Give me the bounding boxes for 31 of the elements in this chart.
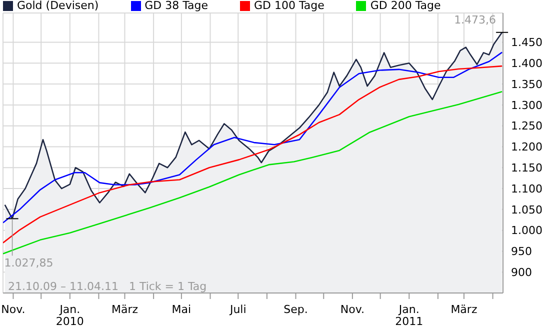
y-tick-label: 1.000 <box>511 224 542 238</box>
x-tick-label: März <box>111 303 138 316</box>
x-tick-label: Jan. 2010 <box>56 303 84 327</box>
y-tick-label: 1.100 <box>511 182 542 196</box>
x-tick-label: Nov. <box>340 303 365 316</box>
y-tick-label: 1.050 <box>511 203 542 216</box>
annotation: 1.473,6 <box>454 13 496 26</box>
y-tick-label: 1.200 <box>511 140 542 154</box>
legend-label: GD 38 Tage <box>144 0 208 12</box>
x-tick-label: Juli <box>228 303 246 316</box>
y-tick-label: 950 <box>511 245 532 258</box>
y-tick-label: 1.250 <box>511 120 542 133</box>
legend-label: GD 200 Tage <box>370 0 441 12</box>
x-tick-label: Sep. <box>284 303 308 316</box>
annotation: 1.027,85 <box>4 256 54 270</box>
y-tick-label: 1.350 <box>511 78 542 91</box>
line-series <box>3 65 503 244</box>
x-tick-label: Mai <box>172 303 192 316</box>
x-tick-label: Nov. <box>1 303 26 316</box>
y-tick-label: 1.150 <box>511 162 542 175</box>
annotation: 21.10.09 – 11.04.11 1 Tick = 1 Tag <box>8 280 207 293</box>
legend-label: Gold (Devisen) <box>17 0 99 12</box>
y-tick-label: 1.450 <box>511 36 542 50</box>
legend-label: GD 100 Tage <box>254 0 324 12</box>
x-tick-label: März <box>450 303 478 316</box>
y-tick-label: 1.400 <box>511 57 542 70</box>
x-tick-label: Jan. 2011 <box>395 303 424 327</box>
y-tick-label: 900 <box>511 266 532 280</box>
line-series <box>3 52 503 224</box>
y-tick-label: 1.300 <box>511 98 542 112</box>
line-series <box>3 90 503 254</box>
